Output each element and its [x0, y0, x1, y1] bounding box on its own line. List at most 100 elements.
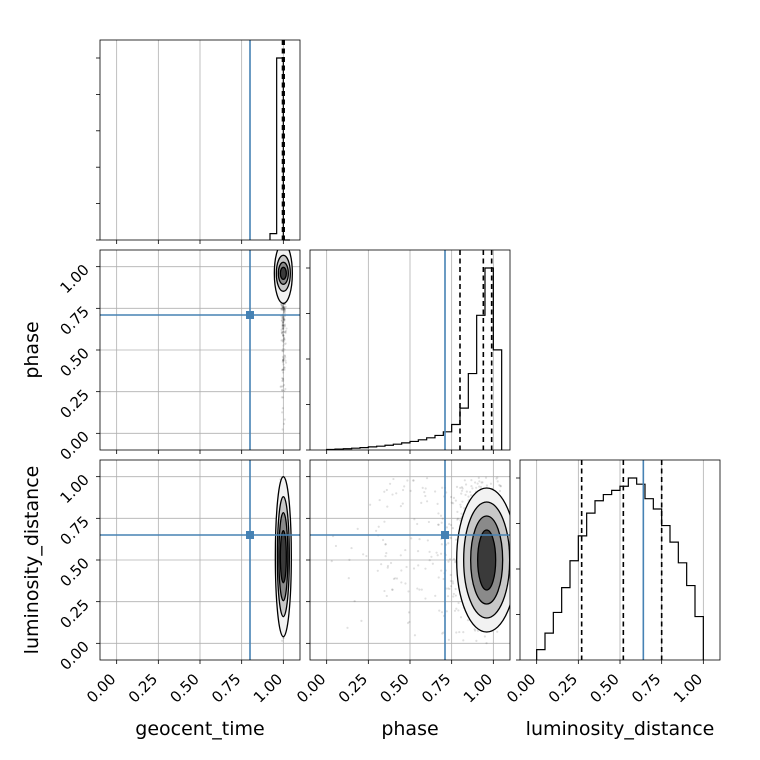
- scatter-luminosity-distance-vs-phase-sample-point: [427, 520, 430, 524]
- scatter-phase-vs-geocent-time-sample-point: [283, 343, 286, 346]
- scatter-phase-vs-geocent-time-sample-point: [281, 323, 285, 327]
- scatter-luminosity-distance-vs-phase-sample-point: [428, 550, 431, 553]
- scatter-luminosity-distance-vs-phase-sample-point: [386, 566, 389, 569]
- scatter-phase-vs-geocent-time-ytick-label-2: 0.50: [56, 344, 92, 380]
- scatter-luminosity-distance-vs-phase-xtick-label-0: 0.00: [293, 670, 329, 706]
- scatter-phase-vs-geocent-time-sample-point: [282, 334, 285, 337]
- scatter-phase-vs-geocent-time-sample-point: [281, 428, 284, 431]
- scatter-phase-vs-geocent-time-sample-point: [281, 317, 284, 320]
- scatter-phase-vs-geocent-time-ytick-label-4: 1.00: [56, 261, 92, 297]
- scatter-luminosity-distance-vs-phase-sample-point: [423, 491, 426, 494]
- scatter-luminosity-distance-vs-phase-sample-point: [481, 481, 484, 484]
- scatter-phase-vs-geocent-time-sample-point: [282, 303, 285, 307]
- scatter-phase-vs-geocent-time-sample-point: [282, 325, 285, 328]
- scatter-phase-vs-geocent-time-sample-point: [282, 306, 285, 309]
- scatter-phase-vs-geocent-time-sample-point: [282, 368, 285, 371]
- scatter-luminosity-distance-vs-phase-sample-point: [426, 539, 429, 542]
- scatter-luminosity-distance-vs-phase-sample-point: [496, 630, 499, 633]
- scatter-luminosity-distance-vs-phase-sample-point: [466, 619, 470, 622]
- scatter-luminosity-distance-vs-geocent-time-ytick-label-0: 0.00: [56, 637, 92, 673]
- scatter-luminosity-distance-vs-phase-sample-point: [401, 502, 404, 505]
- scatter-phase-vs-geocent-time-sample-point: [281, 358, 285, 362]
- scatter-phase-vs-geocent-time-sample-point: [282, 326, 285, 330]
- scatter-luminosity-distance-vs-phase-sample-point: [430, 555, 433, 558]
- scatter-luminosity-distance-vs-phase-sample-point: [489, 482, 493, 485]
- scatter-luminosity-distance-vs-phase-sample-point: [499, 484, 502, 488]
- scatter-phase-vs-geocent-time-sample-point: [281, 324, 284, 328]
- scatter-luminosity-distance-vs-phase-sample-point: [424, 567, 427, 570]
- scatter-luminosity-distance-vs-phase-sample-point: [375, 529, 378, 532]
- hist-luminosity-distance-step-line: [536, 477, 704, 660]
- scatter-luminosity-distance-vs-phase-plot-area: [310, 460, 510, 660]
- scatter-luminosity-distance-vs-phase-sample-point: [447, 542, 450, 545]
- scatter-phase-vs-geocent-time-sample-point: [284, 329, 288, 333]
- scatter-luminosity-distance-vs-phase-sample-point: [459, 503, 462, 506]
- scatter-luminosity-distance-vs-phase-sample-point: [407, 611, 411, 614]
- scatter-phase-vs-geocent-time-sample-point: [282, 363, 285, 366]
- scatter-luminosity-distance-vs-phase-sample-point: [439, 552, 443, 555]
- scatter-luminosity-distance-vs-phase-sample-point: [479, 485, 483, 489]
- scatter-phase-vs-geocent-time-sample-point: [281, 339, 284, 342]
- scatter-luminosity-distance-vs-phase-sample-point: [454, 587, 457, 591]
- scatter-phase-vs-geocent-time-sample-point: [283, 323, 287, 326]
- scatter-luminosity-distance-vs-phase-sample-point: [445, 610, 448, 613]
- scatter-phase-vs-geocent-time-sample-point: [280, 307, 283, 310]
- scatter-phase-vs-geocent-time-sample-point: [282, 347, 285, 350]
- scatter-luminosity-distance-vs-phase-sample-point: [460, 512, 463, 515]
- scatter-phase-vs-geocent-time-density-contour-3: [279, 266, 287, 280]
- scatter-phase-vs-geocent-time-sample-point: [283, 319, 286, 322]
- scatter-phase-vs-geocent-time-sample-point: [283, 368, 286, 371]
- scatter-phase-vs-geocent-time-sample-point: [282, 315, 285, 318]
- scatter-luminosity-distance-vs-phase-sample-point: [449, 579, 452, 583]
- scatter-phase-vs-geocent-time-sample-point: [282, 344, 285, 347]
- scatter-luminosity-distance-vs-phase-sample-point: [436, 554, 439, 557]
- scatter-luminosity-distance-vs-phase-sample-point: [457, 601, 460, 605]
- scatter-luminosity-distance-vs-phase-sample-point: [448, 522, 451, 526]
- scatter-luminosity-distance-vs-phase-sample-point: [406, 621, 410, 625]
- scatter-luminosity-distance-vs-phase-sample-point: [458, 630, 461, 634]
- scatter-luminosity-distance-vs-phase-sample-point: [456, 510, 459, 513]
- scatter-luminosity-distance-vs-phase-sample-point: [471, 487, 474, 490]
- scatter-phase-vs-geocent-time-sample-point: [283, 307, 286, 311]
- scatter-luminosity-distance-vs-phase-sample-point: [406, 479, 409, 482]
- scatter-phase-vs-geocent-time-sample-point: [283, 366, 286, 369]
- scatter-luminosity-distance-vs-geocent-time: 0.000.000.250.250.500.500.750.751.001.00: [56, 459, 301, 706]
- axis-labels: geocent_time phase luminosity_distance p…: [21, 321, 714, 740]
- scatter-luminosity-distance-vs-phase-sample-point: [499, 485, 502, 488]
- scatter-luminosity-distance-vs-phase-sample-point: [424, 487, 427, 490]
- scatter-phase-vs-geocent-time-sample-point: [281, 326, 284, 330]
- scatter-luminosity-distance-vs-phase-sample-point: [448, 558, 452, 561]
- scatter-luminosity-distance-vs-phase-sample-point: [449, 495, 453, 499]
- scatter-phase-vs-geocent-time-sample-point: [285, 327, 288, 330]
- scatter-luminosity-distance-vs-phase-sample-point: [474, 629, 477, 632]
- scatter-phase-vs-geocent-time-sample-point: [281, 304, 284, 307]
- scatter-phase-vs-geocent-time-sample-point: [281, 322, 284, 326]
- scatter-phase-vs-geocent-time-sample-point: [281, 355, 285, 358]
- scatter-phase-vs-geocent-time-sample-point: [282, 316, 285, 319]
- scatter-luminosity-distance-vs-phase-sample-point: [462, 639, 465, 642]
- scatter-phase-vs-geocent-time-truth-marker: [246, 311, 254, 319]
- scatter-phase-vs-geocent-time-sample-point: [282, 356, 285, 359]
- scatter-luminosity-distance-vs-phase-sample-point: [391, 588, 394, 591]
- scatter-luminosity-distance-vs-phase-sample-point: [380, 563, 383, 566]
- scatter-luminosity-distance-vs-phase-sample-point: [449, 573, 452, 577]
- scatter-phase-vs-geocent-time-sample-point: [283, 318, 286, 321]
- scatter-phase-vs-geocent-time-sample-point: [283, 324, 286, 327]
- scatter-luminosity-distance-vs-phase-sample-point: [384, 543, 387, 546]
- hist-phase: [306, 249, 511, 454]
- scatter-phase-vs-geocent-time-ytick-label-3: 0.75: [56, 302, 92, 338]
- scatter-phase-vs-geocent-time-sample-point: [282, 338, 285, 341]
- scatter-luminosity-distance-vs-phase-sample-point: [413, 518, 416, 521]
- scatter-luminosity-distance-vs-phase-sample-point: [463, 507, 466, 510]
- scatter-luminosity-distance-vs-phase-sample-point: [395, 492, 398, 495]
- scatter-luminosity-distance-vs-phase-sample-point: [452, 557, 456, 561]
- scatter-luminosity-distance-vs-phase-sample-point: [449, 536, 452, 539]
- scatter-luminosity-distance-vs-geocent-time-truth-marker: [246, 531, 254, 539]
- hist-phase-step-line: [326, 267, 503, 451]
- scatter-phase-vs-geocent-time-sample-point: [283, 354, 286, 357]
- scatter-phase-vs-geocent-time-sample-point: [281, 305, 284, 308]
- scatter-phase-vs-geocent-time-plot-area: [100, 250, 300, 450]
- scatter-phase-vs-geocent-time-ytick-label-1: 0.25: [56, 386, 92, 422]
- scatter-luminosity-distance-vs-phase-sample-point: [447, 560, 450, 563]
